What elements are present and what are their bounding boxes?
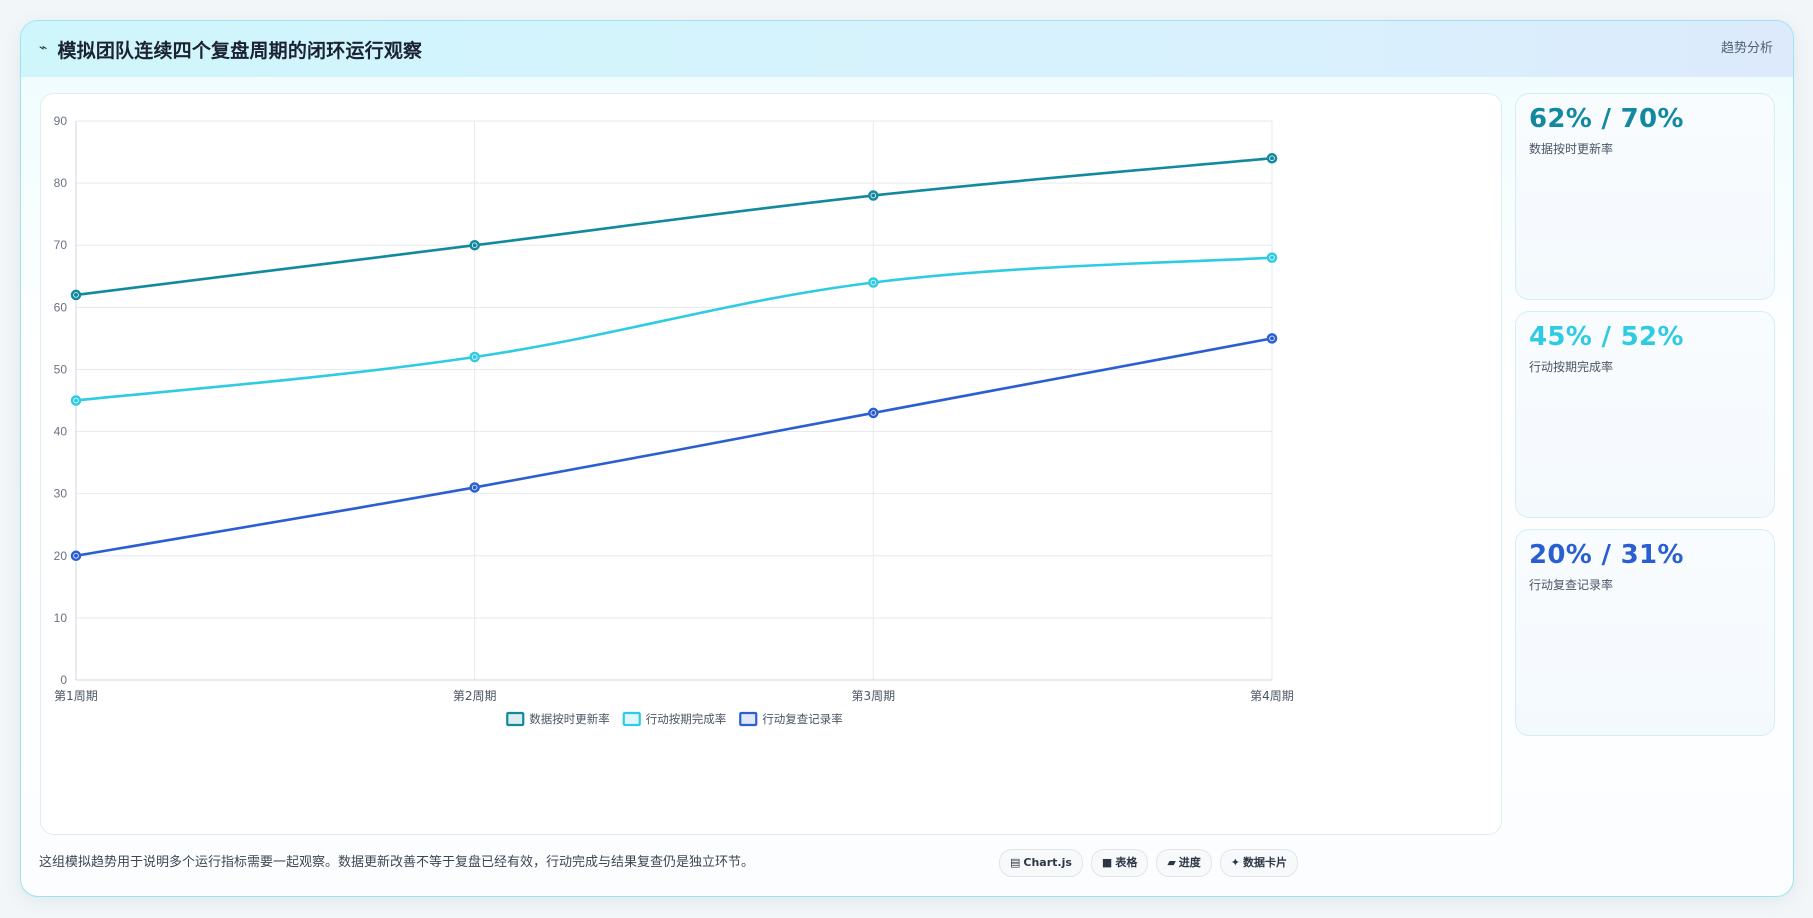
y-tick-label: 70 (54, 238, 68, 252)
card-header: ⌁ 模拟团队连续四个复盘周期的闭环运行观察 趋势分析 (21, 21, 1793, 77)
x-tick-label: 第2周期 (453, 689, 497, 703)
y-tick-label: 50 (54, 362, 68, 376)
x-tick-label: 第4周期 (1250, 689, 1294, 703)
stat-card-3: 20% / 31% 行动复查记录率 (1515, 529, 1775, 736)
data-point-core (871, 410, 876, 415)
pill-label: 数据卡片 (1243, 856, 1288, 869)
data-point-core (74, 292, 78, 297)
stat-label-2: 行动按期完成率 (1529, 360, 1614, 374)
y-tick-label: 30 (54, 487, 68, 501)
sparkle-icon: ✦ (1230, 856, 1241, 869)
legend-swatch (739, 711, 758, 727)
stat-value-2: 45% / 52% (1529, 322, 1684, 352)
data-point-core (472, 485, 477, 490)
y-tick-label: 90 (54, 114, 68, 128)
pill-label: 进度 (1178, 856, 1201, 869)
series-line-3 (74, 337, 1274, 558)
stat-card-2: 45% / 52% 行动按期完成率 (1515, 311, 1775, 518)
y-tick-label: 0 (60, 673, 67, 687)
data-point-core (472, 355, 477, 360)
y-tick-label: 10 (54, 611, 68, 625)
title-wrap: ⌁ 模拟团队连续四个复盘周期的闭环运行观察 (39, 21, 422, 77)
legend-label: 数据按时更新率 (529, 712, 610, 726)
chart-icon: ▤ (1010, 856, 1021, 869)
legend-swatch (506, 711, 525, 727)
stat-label-3: 行动复查记录率 (1529, 578, 1614, 592)
pill-data-card[interactable]: ✦ 数据卡片 (1219, 849, 1299, 877)
pill-progress[interactable]: ▰ 进度 (1156, 849, 1212, 877)
legend-label: 行动复查记录率 (762, 712, 843, 726)
tech-pills: ▤ Chart.js ■ 表格 ▰ 进度 ✦ 数据卡片 (999, 849, 1299, 877)
series-line-2 (74, 256, 1274, 402)
progress-icon: ▰ (1167, 856, 1176, 869)
data-point-core (871, 280, 876, 285)
data-point-core (74, 398, 78, 403)
data-point-core (871, 193, 876, 198)
footnote: 这组模拟趋势用于说明多个运行指标需要一起观察。数据更新改善不等于复盘已经有效，行… (39, 855, 755, 870)
data-point-core (472, 243, 477, 248)
data-point-core (1270, 336, 1274, 341)
legend-swatch (622, 711, 641, 727)
data-point-core (1270, 156, 1274, 161)
chart-card: ⌁ 模拟团队连续四个复盘周期的闭环运行观察 趋势分析 0 10 20 30 40 50 60… (20, 20, 1794, 897)
data-point-core (1270, 255, 1274, 260)
stat-label-1: 数据按时更新率 (1529, 142, 1614, 156)
header-tag: 趋势分析 (1720, 41, 1773, 56)
series-line-1 (74, 156, 1274, 297)
y-tick-label: 80 (54, 176, 68, 190)
pill-label: 表格 (1115, 856, 1138, 869)
y-tick-label: 40 (54, 425, 68, 439)
x-tick-label: 第1周期 (54, 689, 98, 703)
chart-container: 0 10 20 30 40 50 60 70 80 90 第1周期 第2周期 第3周期 第4周期数据按时更… (40, 93, 1502, 835)
pill-chartjs[interactable]: ▤ Chart.js (999, 849, 1083, 877)
table-icon: ■ (1101, 856, 1113, 869)
pill-label: Chart.js (1023, 856, 1072, 869)
card-title: 模拟团队连续四个复盘周期的闭环运行观察 (57, 39, 423, 62)
stat-value-1: 62% / 70% (1529, 104, 1684, 134)
stat-value-3: 20% / 31% (1529, 540, 1684, 570)
trend-line-icon: ⌁ (39, 40, 48, 56)
y-tick-label: 60 (54, 300, 68, 314)
y-tick-label: 20 (54, 549, 68, 563)
data-point-core (74, 553, 78, 558)
x-tick-label: 第3周期 (852, 689, 896, 703)
line-chart: 0 10 20 30 40 50 60 70 80 90 第1周期 第2周期 第3周期 第4周期数据按时更… (54, 114, 1294, 727)
legend-label: 行动按期完成率 (646, 712, 727, 726)
pill-table[interactable]: ■ 表格 (1090, 849, 1149, 877)
stat-card-1: 62% / 70% 数据按时更新率 (1515, 93, 1775, 300)
